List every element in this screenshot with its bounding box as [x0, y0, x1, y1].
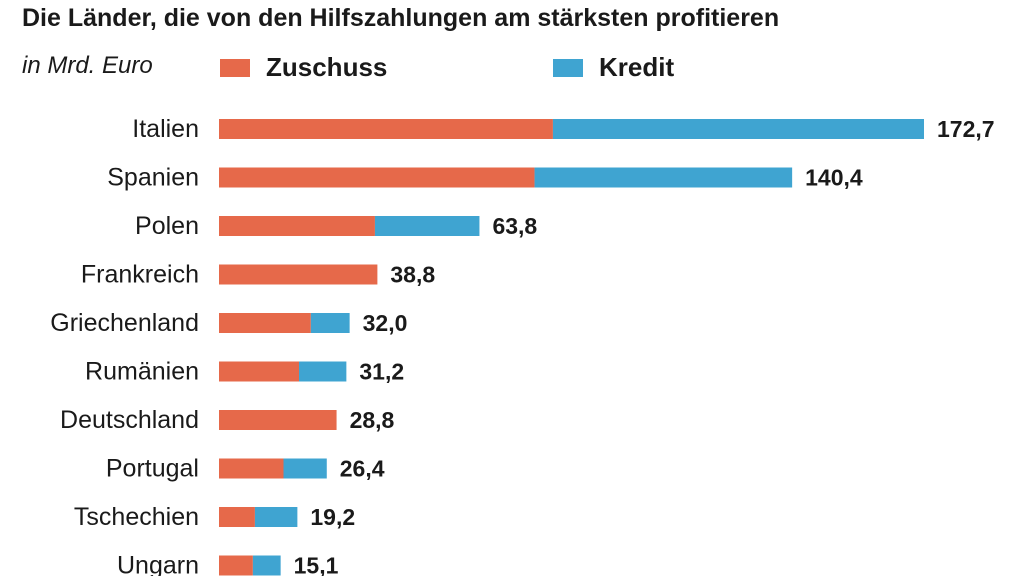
legend-swatch-kredit	[553, 58, 583, 77]
bar-kredit-portugal	[283, 458, 327, 479]
category-label-portugal: Portugal	[106, 455, 199, 483]
chart-title: Die Länder, die von den Hilfszahlungen a…	[22, 4, 780, 32]
category-label-tschechien: Tschechien	[74, 503, 199, 531]
bar-zuschuss-polen	[219, 216, 375, 236]
bar-zuschuss-frankreich	[219, 264, 378, 285]
category-label-deutschland: Deutschland	[60, 406, 199, 434]
value-label-polen: 63,8	[492, 213, 537, 239]
bar-zuschuss-griechenland	[219, 313, 311, 333]
bar-zuschuss-tschechien	[219, 507, 255, 527]
bar-zuschuss-ungarn	[219, 555, 253, 576]
bar-zuschuss-portugal	[219, 458, 284, 479]
chart-subtitle: in Mrd. Euro	[22, 52, 153, 79]
legend-zuschuss: Zuschuss	[220, 52, 387, 83]
value-label-frankreich: 38,8	[390, 262, 435, 288]
legend-label-kredit: Kredit	[599, 52, 675, 82]
value-label-ungarn: 15,1	[294, 553, 339, 576]
value-label-italien: 172,7	[937, 116, 995, 142]
bar-kredit-ungarn	[252, 555, 281, 576]
bar-kredit-italien	[552, 119, 924, 139]
bar-zuschuss-deutschland	[219, 410, 337, 430]
category-label-italien: Italien	[132, 115, 199, 143]
value-label-deutschland: 28,8	[350, 407, 395, 433]
value-label-tschechien: 19,2	[310, 504, 355, 530]
category-label-rumänien: Rumänien	[85, 358, 199, 386]
value-label-portugal: 26,4	[340, 456, 385, 482]
bar-zuschuss-rumänien	[219, 361, 300, 382]
category-label-frankreich: Frankreich	[81, 261, 199, 289]
category-label-griechenland: Griechenland	[50, 309, 199, 337]
legend-label-zuschuss: Zuschuss	[266, 52, 388, 82]
bar-kredit-rumänien	[299, 361, 347, 382]
bar-kredit-griechenland	[310, 313, 350, 333]
category-label-polen: Polen	[135, 212, 199, 240]
bar-kredit-polen	[374, 216, 480, 236]
bar-kredit-spanien	[534, 167, 793, 188]
value-label-spanien: 140,4	[805, 165, 863, 191]
legend-swatch-zuschuss	[220, 58, 250, 77]
category-label-ungarn: Ungarn	[117, 552, 199, 576]
bar-kredit-tschechien	[254, 507, 298, 527]
bar-zuschuss-italien	[219, 119, 553, 139]
value-label-rumänien: 31,2	[359, 359, 404, 385]
category-label-spanien: Spanien	[107, 164, 199, 192]
bar-zuschuss-spanien	[219, 167, 535, 188]
value-label-griechenland: 32,0	[363, 310, 408, 336]
legend-kredit: Kredit	[553, 52, 674, 83]
